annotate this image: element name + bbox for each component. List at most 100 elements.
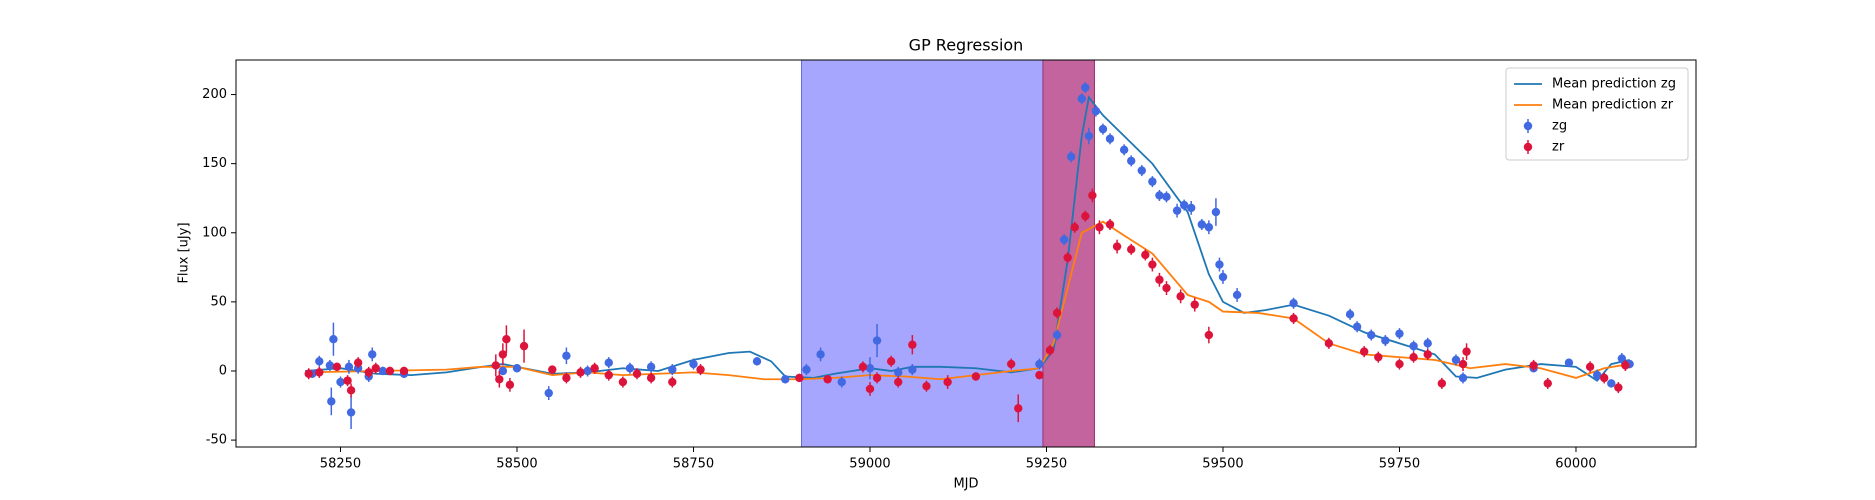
point <box>1607 379 1616 388</box>
point <box>1187 203 1196 213</box>
point <box>315 357 324 366</box>
point <box>498 350 508 359</box>
y-tick-label: 0 <box>219 363 227 378</box>
point <box>1600 373 1609 383</box>
point <box>1148 177 1157 186</box>
point <box>604 370 613 380</box>
point <box>1423 339 1432 348</box>
point <box>1176 292 1185 301</box>
x-tick-label: 59500 <box>1202 457 1243 472</box>
point <box>1141 250 1150 260</box>
point <box>1066 152 1076 161</box>
point <box>1155 275 1164 284</box>
point <box>632 369 642 378</box>
point <box>343 376 352 385</box>
point <box>378 366 388 376</box>
point <box>505 380 515 390</box>
point <box>1105 134 1115 143</box>
point <box>858 362 868 372</box>
point <box>823 375 832 384</box>
point <box>1059 235 1069 244</box>
point <box>495 375 504 384</box>
point <box>752 357 762 366</box>
point <box>646 362 656 372</box>
point <box>1095 223 1104 232</box>
point <box>399 366 409 376</box>
point <box>865 384 875 394</box>
point <box>1352 322 1362 331</box>
point <box>304 369 313 378</box>
legend-label: zg <box>1552 119 1567 134</box>
y-axis-label: Flux [uJy] <box>177 222 192 283</box>
point <box>908 365 917 374</box>
point <box>1148 260 1157 269</box>
point <box>802 365 811 374</box>
point <box>583 366 592 376</box>
point <box>1112 242 1122 251</box>
point <box>971 372 981 381</box>
point <box>1035 359 1044 369</box>
legend-box <box>1505 67 1689 161</box>
point <box>1451 355 1461 365</box>
point <box>364 368 373 377</box>
axes-frame <box>235 59 1697 448</box>
point <box>498 366 508 376</box>
point <box>816 350 825 359</box>
y-tick-label: 50 <box>210 294 227 309</box>
point <box>922 381 931 391</box>
point <box>1105 220 1115 229</box>
point <box>1155 191 1164 200</box>
point <box>604 358 613 367</box>
point <box>512 364 522 373</box>
point <box>886 357 896 366</box>
point <box>646 373 656 383</box>
legend-label: zr <box>1552 140 1565 155</box>
y-tick-label: 150 <box>202 156 227 171</box>
point <box>1621 361 1630 370</box>
point <box>1077 94 1086 103</box>
point <box>353 358 363 367</box>
point <box>491 361 501 370</box>
point <box>1084 131 1094 141</box>
point <box>562 373 571 383</box>
point <box>1462 347 1471 356</box>
point <box>894 377 903 387</box>
point <box>1374 352 1383 362</box>
point <box>327 397 336 406</box>
point <box>590 364 599 373</box>
point <box>689 359 698 369</box>
point <box>1045 346 1055 355</box>
y-tick-label: 200 <box>202 87 227 102</box>
point <box>1458 373 1468 383</box>
chart-title: GP Regression <box>909 36 1024 55</box>
point <box>1543 379 1552 388</box>
point <box>519 341 529 351</box>
point <box>781 375 790 384</box>
x-tick-label: 58750 <box>673 457 714 472</box>
point <box>1204 330 1214 340</box>
point <box>1289 299 1298 308</box>
x-tick-label: 58500 <box>496 457 537 472</box>
point <box>1014 404 1023 413</box>
point <box>696 365 705 374</box>
point <box>1289 314 1298 323</box>
point <box>1215 260 1224 269</box>
point <box>1345 310 1355 319</box>
point <box>1232 290 1242 300</box>
point <box>872 336 882 345</box>
point <box>1367 330 1376 340</box>
point <box>1395 359 1404 369</box>
x-tick-label: 60000 <box>1555 457 1596 472</box>
point <box>668 365 677 374</box>
point <box>795 373 804 383</box>
point <box>1395 329 1404 338</box>
point <box>371 364 380 373</box>
point <box>1409 352 1418 362</box>
point <box>1564 358 1574 367</box>
point <box>1052 330 1062 340</box>
legend-swatch <box>1523 142 1533 152</box>
point <box>1088 191 1097 200</box>
point <box>1127 156 1136 166</box>
point <box>1409 341 1418 351</box>
